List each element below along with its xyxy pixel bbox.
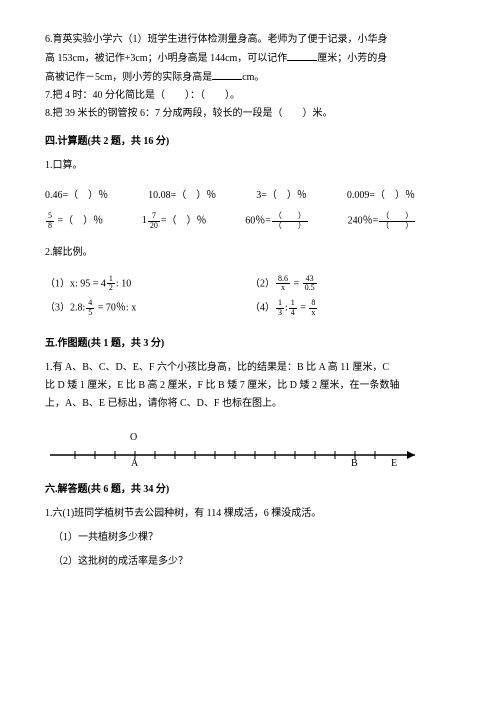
text: （3）2.8: xyxy=(45,303,85,314)
denominator: （ ） xyxy=(379,222,415,231)
text: （1）x: 95 = 4 xyxy=(45,278,106,289)
denominator: 2 xyxy=(107,284,115,293)
axis-label-e: E xyxy=(391,456,397,472)
text: = 70％: x xyxy=(95,303,136,314)
calc-cell: 1720=（ ）％ xyxy=(142,212,245,231)
axis-label-a: A xyxy=(131,456,138,472)
fraction: 8.6x xyxy=(276,275,290,294)
axis-label-o: O xyxy=(130,430,137,446)
question-6-1-sub2: （2）这批树的成活率是多少？ xyxy=(45,554,455,570)
question-6-line3: 高被记作－5cm，则小芳的实际身高是 cm。 xyxy=(45,69,455,86)
blank xyxy=(212,69,242,80)
calc-cell: 3=（ ）％ xyxy=(256,188,347,204)
text: 240％= xyxy=(348,216,379,227)
section-4-heading: 四.计算题(共 2 题，共 16 分) xyxy=(45,134,455,150)
proportion-1: （1）x: 95 = 412: 10 xyxy=(45,275,250,294)
question-8: 8.把 39 米长的钢管按 6：7 分成两段，较长的一段是（ ）米。 xyxy=(45,106,455,122)
calc-cell: 0.009=（ ）％ xyxy=(347,188,455,204)
proportion-2: （2）8.6x = 430.5 xyxy=(250,275,455,294)
proportion-row-1: （1）x: 95 = 412: 10 （2）8.6x = 430.5 xyxy=(45,275,455,294)
question-6-line2: 高 153cm，被记作+3cm；小明身高是 144cm，可以记作 厘米；小芳的身 xyxy=(45,50,455,67)
denominator: x xyxy=(276,284,290,293)
fraction: （ ）（ ） xyxy=(379,212,415,231)
text: = xyxy=(298,303,309,314)
fraction: 720 xyxy=(148,212,160,231)
proportion-3: （3）2.8:45 = 70％: x xyxy=(45,299,250,318)
question-5-line1: 1.有 A、B、C、D、E、F 六个小孩比身高，比的结果是：B 比 A 高 11… xyxy=(45,360,455,376)
text: : 10 xyxy=(116,278,131,289)
denominator: （ ） xyxy=(272,222,308,231)
fraction: 13 xyxy=(276,299,284,318)
fraction: 430.5 xyxy=(303,275,317,294)
text: 厘米；小芳的身 xyxy=(317,53,387,64)
text: 高被记作－5cm，则小芳的实际身高是 xyxy=(45,72,212,83)
section-6-heading: 六.解答题(共 6 题，共 34 分) xyxy=(45,482,455,498)
question-5-line2: 比 D 矮 1 厘米，E 比 B 高 2 厘米，F 比 B 矮 7 厘米，比 D… xyxy=(45,378,455,394)
denominator: x xyxy=(309,309,317,318)
calc-cell: 240％=（ ）（ ） xyxy=(348,212,455,231)
question-6-1-sub1: （1）一共植树多少棵？ xyxy=(45,530,455,546)
calc-cell: 60％=（ ）（ ） xyxy=(245,212,347,231)
number-line-svg xyxy=(45,430,425,470)
text: cm。 xyxy=(242,72,264,83)
denominator: 4 xyxy=(289,309,297,318)
text: 60％= xyxy=(245,216,271,227)
axis-label-b: B xyxy=(351,456,358,472)
question-7: 7.把 4 时：40 分化简比是（ ）：（ ）。 xyxy=(45,88,455,104)
calc-row-2: 58 =（ ）％ 1720=（ ）％ 60％=（ ）（ ） 240％=（ ）（ … xyxy=(45,212,455,231)
mixed-number: 1720 xyxy=(142,212,161,231)
denominator: 5 xyxy=(86,309,94,318)
denominator: 8 xyxy=(46,222,54,231)
number-line-diagram: O A B E xyxy=(45,430,455,470)
text: : xyxy=(285,303,288,314)
question-6-line1: 6.育英实验小学六（1）班学生进行体检测量身高。老师为了便于记录，小华身 xyxy=(45,32,455,48)
text: （4） xyxy=(250,303,275,314)
fraction: 8x xyxy=(309,299,317,318)
calc-cell: 0.46=（ ）％ xyxy=(45,188,148,204)
question-6-1: 1.六(1)班同学植树节去公园种树，有 114 棵成活，6 棵没成活。 xyxy=(45,506,455,522)
fraction: 12 xyxy=(107,275,115,294)
blank xyxy=(287,50,317,61)
question-4-1-title: 1.口算。 xyxy=(45,158,455,174)
calc-cell: 10.08=（ ）％ xyxy=(148,188,256,204)
text: =（ ）％ xyxy=(55,216,103,227)
question-4-2-title: 2.解比例。 xyxy=(45,245,455,261)
denominator: 3 xyxy=(276,309,284,318)
denominator: 20 xyxy=(148,222,160,231)
proportion-4: （4）13:14 = 8x xyxy=(250,299,455,318)
fraction: 45 xyxy=(86,299,94,318)
text: =（ ）％ xyxy=(161,215,207,226)
section-5-heading: 五.作图题(共 1 题，共 3 分) xyxy=(45,336,455,352)
fraction: 14 xyxy=(289,299,297,318)
denominator: 0.5 xyxy=(303,284,317,293)
question-5-line3: 上，A、B、E 已标出，请你将 C、D、F 也标在图上。 xyxy=(45,396,455,412)
fraction: （ ）（ ） xyxy=(272,212,308,231)
text: （2） xyxy=(250,278,275,289)
fraction: 58 xyxy=(46,212,54,231)
text: 高 153cm，被记作+3cm；小明身高是 144cm，可以记作 xyxy=(45,53,287,64)
calc-cell: 58 =（ ）％ xyxy=(45,212,142,231)
text: = xyxy=(291,278,302,289)
whole: 1 xyxy=(142,213,147,229)
calc-row-1: 0.46=（ ）％ 10.08=（ ）％ 3=（ ）％ 0.009=（ ）％ xyxy=(45,188,455,204)
proportion-row-2: （3）2.8:45 = 70％: x （4）13:14 = 8x xyxy=(45,299,455,318)
